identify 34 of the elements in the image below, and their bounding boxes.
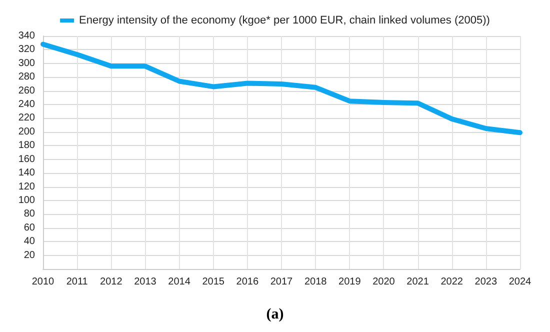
y-tick-label: 240 <box>18 99 36 110</box>
y-tick-label: 100 <box>18 194 36 206</box>
y-tick-label: 80 <box>24 208 36 220</box>
y-tick-label: 140 <box>18 168 36 179</box>
x-tick-label: 2015 <box>202 276 225 288</box>
legend-label: Energy intensity of the economy (kgoe* per 1000 EUR, chain linked volumes (2005)) <box>79 14 490 26</box>
x-tick-label: 2017 <box>270 276 294 288</box>
x-tick-label: 2021 <box>406 276 430 288</box>
x-tick-label: 2014 <box>168 276 191 288</box>
y-tick-label: 260 <box>18 85 36 96</box>
y-tick-label: 300 <box>18 58 36 69</box>
x-tick-label: 2016 <box>236 276 259 288</box>
x-tick-label: 2012 <box>100 276 123 288</box>
x-tick-label: 2011 <box>66 276 88 288</box>
x-tick-label: 2019 <box>338 276 362 288</box>
x-tick-label: 2020 <box>372 276 396 288</box>
y-tick-label: 60 <box>24 222 36 234</box>
text: (a) <box>266 306 284 322</box>
y-tick-label: 200 <box>18 126 36 138</box>
y-tick-label: 320 <box>18 44 36 56</box>
y-tick-label: 280 <box>18 72 36 83</box>
y-tick-label: 220 <box>18 112 36 124</box>
x-tick-label: 2018 <box>304 276 328 288</box>
x-tick-label: 2023 <box>474 276 498 288</box>
x-tick-label: 2010 <box>32 276 55 288</box>
y-tick-label: 160 <box>18 154 36 165</box>
y-tick-label: 40 <box>24 236 36 248</box>
x-tick-label: 2024 <box>508 276 532 288</box>
x-tick-label: 2013 <box>134 276 157 288</box>
y-tick-label: 180 <box>18 140 36 152</box>
y-tick-label: 20 <box>24 250 36 261</box>
y-tick-label: 340 <box>18 30 36 42</box>
x-tick-label: 2022 <box>440 276 464 288</box>
y-tick-label: 120 <box>18 181 36 192</box>
